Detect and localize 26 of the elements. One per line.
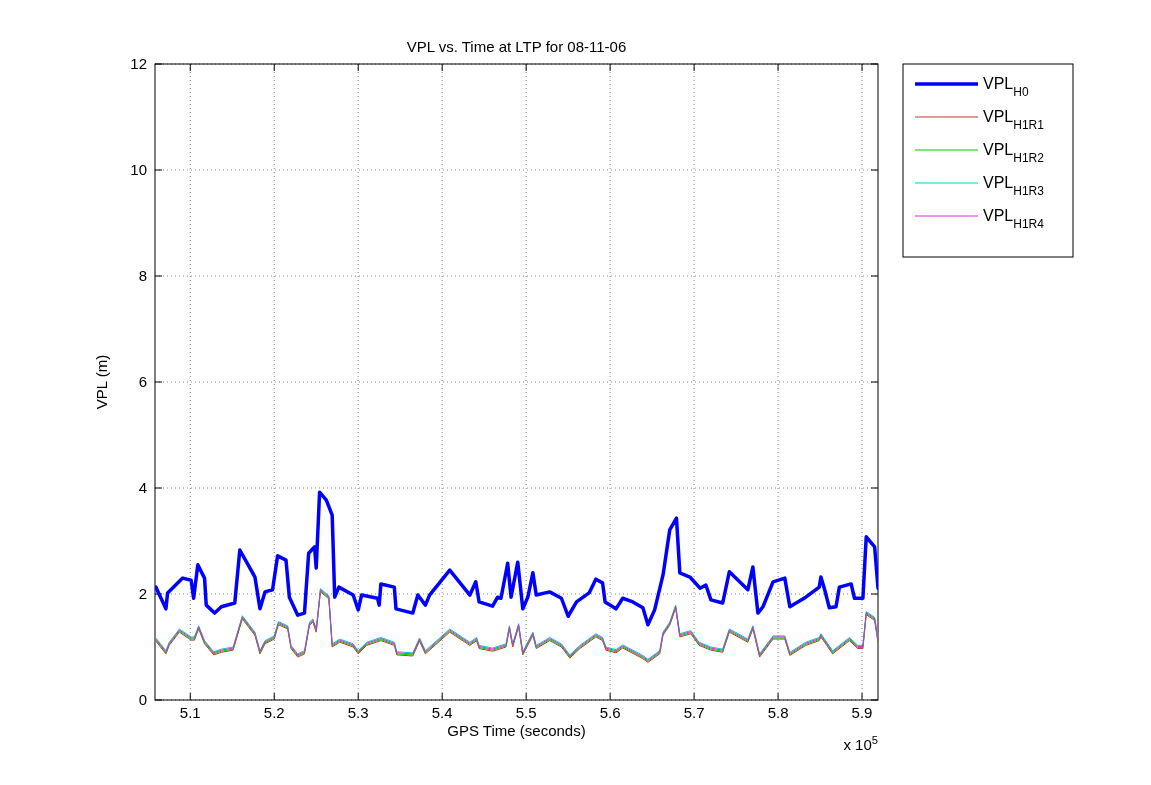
x-tick-label: 5.9 [851,704,873,721]
legend-label: VPL$_{H1R3}$ [983,174,1045,198]
x-tick-label: 5.8 [767,704,789,721]
y-tick-label: 8 [138,267,147,284]
y-tick-label: 12 [130,55,147,72]
x-tick-label: 5.3 [347,704,369,721]
x-axis-title: GPS Time (seconds) [447,722,586,739]
x-tick-label: 5.2 [263,704,285,721]
text: x 10$^{5}$ [843,734,878,753]
legend-label: VPL$_{H1R2}$ [983,141,1045,165]
x-tick-label: 5.5 [515,704,537,721]
legend-label: VPL$_{H0}$ [983,75,1029,99]
x-tick-label: 5.6 [599,704,621,721]
y-tick-label: 10 [130,161,147,178]
y-tick-label: 4 [138,479,147,496]
x-tick-label: 5.4 [431,704,453,721]
y-tick-label: 0 [138,691,147,708]
y-axis-title: VPL (m) [93,354,110,410]
y-tick-label: 6 [138,373,147,390]
legend-label: VPL$_{H1R4}$ [983,207,1045,231]
y-tick-label: 2 [138,585,147,602]
x-tick-label: 5.1 [179,704,201,721]
chart-title: VPL vs. Time at LTP for 08-11-06 [406,38,627,55]
line-series [155,490,878,627]
legend-label: VPL$_{H1R1}$ [983,108,1045,132]
x-tick-label: 5.7 [683,704,705,721]
